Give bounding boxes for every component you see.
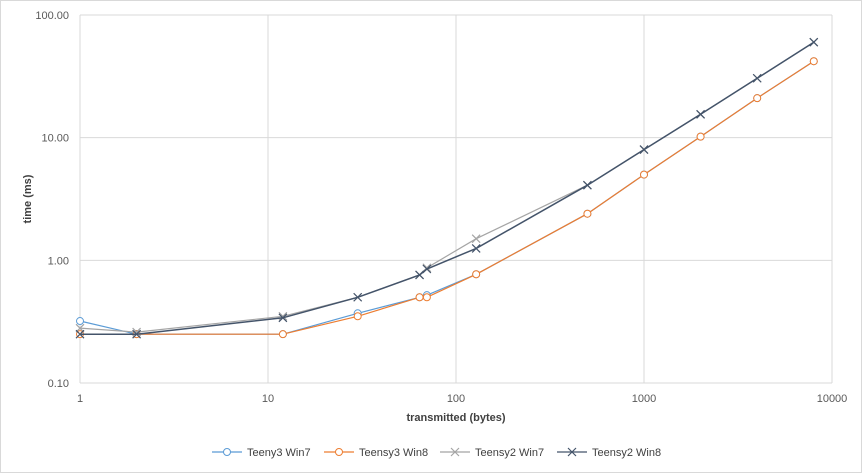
legend-item: Teeny3 Win7 [212,447,311,459]
data-point [415,293,424,302]
data-point [278,330,287,339]
plot-series [75,37,819,339]
data-point [278,313,288,323]
data-point [353,292,363,302]
series-line [79,60,815,335]
x-axis-ticks: 1 10 100 1000 10000 [77,393,847,405]
data-point [335,448,343,456]
legend-label: Teeny3 Win7 [247,447,311,459]
data-point [76,317,84,326]
data-point [75,329,85,339]
data-point [471,234,481,244]
legend-label: Teensy2 Win7 [475,447,544,459]
series-teensy3-win8 [76,57,818,339]
data-point [450,447,460,457]
data-point [696,109,706,119]
data-point [753,94,762,103]
legend-label: Teensy2 Win8 [592,447,661,459]
x-tick-label: 100 [447,393,465,405]
data-point [583,209,592,218]
data-point [639,145,649,154]
x-tick-label: 10000 [817,393,848,405]
y-axis-ticks: 0.10 1.00 10.00 100.00 [35,10,69,390]
data-point [582,180,592,190]
series-teeny3-win7 [76,57,818,339]
y-tick-label: 10.00 [41,133,69,145]
legend-label: Teensy3 Win8 [359,447,428,459]
data-point [809,37,819,47]
series-line [80,41,815,335]
series-line [80,60,815,335]
data-point [696,132,705,141]
x-axis-title: transmitted (bytes) [406,412,505,424]
data-point [422,264,432,274]
legend-item: Teensy2 Win8 [557,447,661,459]
y-axis-title: time (ms) [22,174,34,223]
legend: Teeny3 Win7 Teensy3 Win8 Teensy2 Win7 Teens… [212,447,661,459]
y-tick-label: 0.10 [48,378,69,390]
data-point [471,244,481,253]
legend-item: Teensy2 Win7 [440,447,544,459]
series-teensy2-win7 [75,37,819,337]
data-point [567,447,577,457]
gridlines [79,14,833,384]
data-point [752,73,762,83]
x-tick-label: 1 [77,393,83,405]
x-tick-label: 10 [262,393,274,405]
data-point [640,170,648,179]
x-tick-label: 1000 [632,393,656,405]
series-teensy2-win8 [75,37,819,339]
data-point [422,293,431,302]
data-point [278,311,288,321]
data-point [132,329,142,339]
data-point [415,270,424,280]
y-tick-label: 1.00 [48,255,69,267]
data-point [809,57,818,66]
legend-item: Teensy3 Win8 [324,447,428,459]
data-point [353,312,362,321]
data-point [472,270,481,279]
data-point [223,448,231,456]
y-tick-label: 100.00 [35,10,69,22]
